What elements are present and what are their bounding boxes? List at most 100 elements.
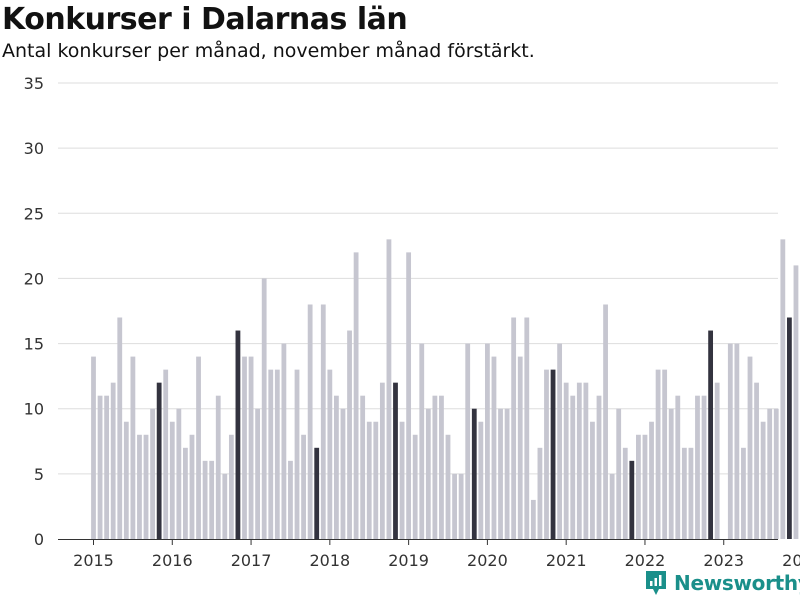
- bar: [307, 304, 313, 539]
- bar: [439, 395, 444, 539]
- bar: [202, 460, 208, 539]
- bar: [353, 252, 359, 539]
- bar: [557, 343, 563, 539]
- bar: [708, 330, 714, 539]
- bar: [570, 395, 576, 539]
- bar: [288, 460, 293, 539]
- bar: [406, 252, 412, 539]
- bar: [360, 395, 366, 539]
- bar: [248, 356, 254, 539]
- bar: [530, 499, 536, 539]
- bar: [498, 408, 503, 539]
- x-tick-label: 2017: [231, 551, 272, 570]
- x-tick-label: 2022: [625, 551, 666, 570]
- bar: [596, 395, 602, 539]
- bar: [183, 447, 188, 539]
- bar: [642, 434, 648, 539]
- bar: [695, 395, 700, 539]
- bar: [294, 369, 300, 539]
- x-tick-label: 2019: [388, 551, 429, 570]
- bar: [590, 421, 595, 539]
- y-tick-label: 35: [24, 74, 44, 93]
- bar: [622, 447, 628, 539]
- bar: [373, 421, 379, 539]
- bar: [347, 330, 352, 539]
- bar: [452, 473, 457, 539]
- y-tick-label: 5: [34, 465, 44, 484]
- bar: [662, 369, 668, 539]
- bar: [366, 421, 372, 539]
- brand-name: Newsworthy: [674, 571, 800, 595]
- bar: [485, 343, 490, 539]
- bar: [334, 395, 339, 539]
- newsworthy-logo-icon: [646, 571, 666, 595]
- y-tick-label: 15: [24, 335, 44, 354]
- bar: [760, 421, 766, 539]
- chart-subtitle: Antal konkurser per månad, november måna…: [2, 40, 535, 62]
- bar: [511, 317, 517, 539]
- x-tick-label: 2023: [703, 551, 744, 570]
- bar: [261, 278, 267, 539]
- bar: [701, 395, 707, 539]
- x-tick-label: 2018: [309, 551, 350, 570]
- bar: [97, 395, 103, 539]
- bar: [491, 356, 497, 539]
- bar: [228, 434, 234, 539]
- bar: [301, 434, 306, 539]
- bar: [734, 343, 740, 539]
- bar: [636, 434, 641, 539]
- bar: [163, 369, 169, 539]
- bar: [399, 421, 405, 539]
- bar: [524, 317, 530, 539]
- x-tick-label: 2024: [782, 551, 800, 570]
- bar: [754, 382, 759, 539]
- bar: [215, 395, 221, 539]
- bar: [235, 330, 241, 539]
- bar: [793, 265, 799, 539]
- x-tick-label: 2016: [152, 551, 193, 570]
- bar: [537, 447, 543, 539]
- bar: [150, 408, 155, 539]
- x-tick-label: 2020: [467, 551, 508, 570]
- bar: [169, 421, 175, 539]
- bar: [609, 473, 615, 539]
- bar: [379, 382, 385, 539]
- bar: [189, 434, 195, 539]
- bar: [340, 408, 346, 539]
- bar: [767, 408, 773, 539]
- x-tick-label: 2021: [546, 551, 587, 570]
- bar: [156, 382, 162, 539]
- bar: [445, 434, 451, 539]
- bar: [110, 382, 116, 539]
- bar: [747, 356, 753, 539]
- bar: [314, 447, 320, 539]
- bar: [675, 395, 681, 539]
- x-tick-label: 2015: [73, 551, 114, 570]
- bar: [714, 382, 720, 539]
- y-tick-label: 10: [24, 400, 44, 419]
- bar: [727, 343, 733, 539]
- y-tick-label: 25: [24, 204, 44, 223]
- y-tick-label: 30: [24, 139, 44, 158]
- bar: [773, 408, 779, 539]
- bar: [563, 382, 569, 539]
- newsworthy-logo: Newsworthy: [644, 569, 800, 597]
- bar: [143, 434, 149, 539]
- bar: [130, 356, 136, 539]
- bar: [655, 369, 661, 539]
- bar: [458, 473, 464, 539]
- bar: [603, 304, 608, 539]
- bar: [320, 304, 326, 539]
- bar: [544, 369, 549, 539]
- bar: [629, 460, 635, 539]
- bar: [471, 408, 477, 539]
- bar: [517, 356, 523, 539]
- bar: [419, 343, 425, 539]
- bar: [176, 408, 182, 539]
- bar: [780, 239, 786, 539]
- bar: [741, 447, 746, 539]
- bar: [209, 460, 215, 539]
- bar: [386, 239, 392, 539]
- bar: [255, 408, 261, 539]
- bar: [550, 369, 556, 539]
